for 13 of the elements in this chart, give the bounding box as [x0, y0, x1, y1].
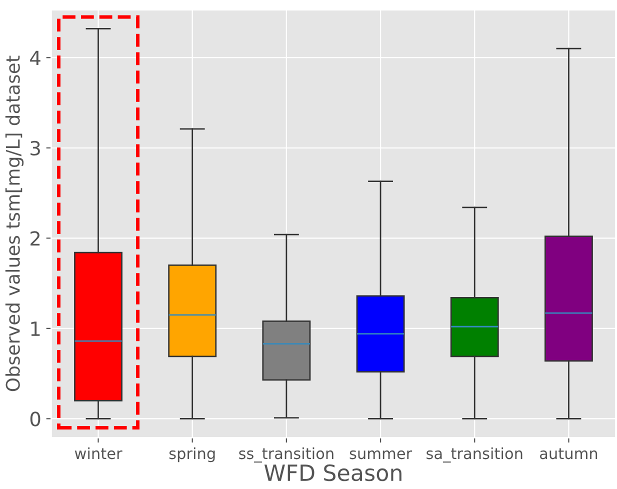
y-axis-title: Observed values tsm[mg/L] dataset — [5, 56, 24, 392]
x-axis-title: WFD Season — [264, 464, 402, 482]
x-tick-label: ss_transition — [239, 447, 334, 463]
y-tick-label: 0 — [30, 412, 40, 426]
y-tick-label: 4 — [30, 50, 40, 66]
y-tick-label: 3 — [30, 140, 40, 156]
x-tick-label: winter — [74, 447, 122, 460]
x-tick-label: autumn — [540, 448, 598, 460]
x-tick-label: sa_transition — [426, 447, 522, 463]
y-tick-label: 2 — [30, 231, 40, 246]
x-tick-label: summer — [350, 450, 412, 460]
x-tick-label: spring — [169, 447, 215, 462]
y-tick-label: 1 — [31, 322, 40, 336]
